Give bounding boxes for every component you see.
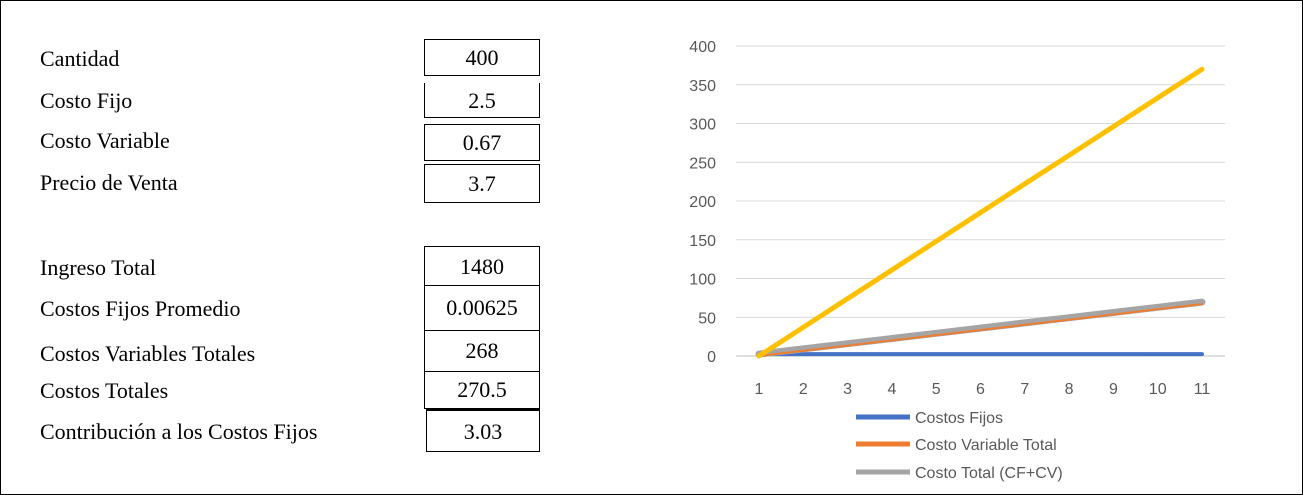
chart-legend: Costos Fijos Costo Variable Total Costo To…: [856, 410, 1063, 482]
y-tick-label: 350: [689, 78, 716, 95]
y-tick-label: 100: [689, 272, 716, 289]
series-line-3: [756, 66, 1205, 359]
label-precio-venta: Precio de Venta: [40, 170, 178, 195]
x-tick-label: 7: [1020, 381, 1029, 398]
y-tick-label: 400: [689, 39, 716, 56]
x-tick-label: 9: [1109, 381, 1118, 398]
value-costo-fijo[interactable]: 2.5: [424, 83, 540, 118]
chart-series: [755, 66, 1206, 359]
x-tick-label: 4: [887, 381, 896, 398]
y-tick-label: 150: [689, 233, 716, 250]
x-tick-label: 11: [1194, 381, 1211, 398]
series-line-1: [755, 298, 1206, 358]
x-tick-label: 5: [932, 381, 941, 398]
value-cantidad[interactable]: 400: [424, 39, 540, 76]
y-tick-label: 200: [689, 194, 716, 211]
value-contribucion[interactable]: 3.03: [426, 409, 540, 452]
x-tick-label: 6: [976, 381, 985, 398]
y-tick-label: 0: [707, 349, 716, 366]
label-costos-variables-totales: Costos Variables Totales: [40, 341, 256, 366]
value-precio-venta[interactable]: 3.7: [424, 164, 540, 203]
label-costo-variable: Costo Variable: [40, 128, 170, 153]
legend-label: Costos Fijos: [915, 410, 1003, 427]
y-tick-label: 250: [689, 155, 716, 172]
value-costo-variable[interactable]: 0.67: [424, 124, 540, 161]
value-costos-totales[interactable]: 270.5: [424, 371, 540, 409]
x-tick-label: 8: [1065, 381, 1074, 398]
label-costos-totales: Costos Totales: [40, 378, 169, 403]
x-tick-label: 10: [1149, 381, 1167, 398]
y-tick-label: 300: [689, 117, 716, 134]
x-tick-label: 2: [799, 381, 808, 398]
y-tick-label: 50: [698, 310, 716, 327]
label-contribucion: Contribución a los Costos Fijos: [40, 419, 318, 444]
label-cantidad: Cantidad: [40, 46, 120, 71]
label-costo-fijo: Costo Fijo: [40, 88, 133, 113]
legend-label: Costo Variable Total: [915, 437, 1057, 454]
label-ingreso-total: Ingreso Total: [40, 255, 156, 280]
label-costos-fijos-promedio: Costos Fijos Promedio: [40, 296, 241, 321]
value-costos-fijos-promedio[interactable]: 0.00625: [424, 285, 540, 331]
x-tick-label: 3: [843, 381, 852, 398]
series-line-2: [758, 303, 1203, 357]
y-axis-ticks: 0 50 100 150 200 250 300 350 400: [689, 39, 716, 366]
legend-label: Costo Total (CF+CV): [915, 465, 1063, 482]
x-axis-ticks: 1 2 3 4 5 6 7 8 9 10 11: [755, 381, 1211, 398]
x-tick-label: 1: [755, 381, 764, 398]
